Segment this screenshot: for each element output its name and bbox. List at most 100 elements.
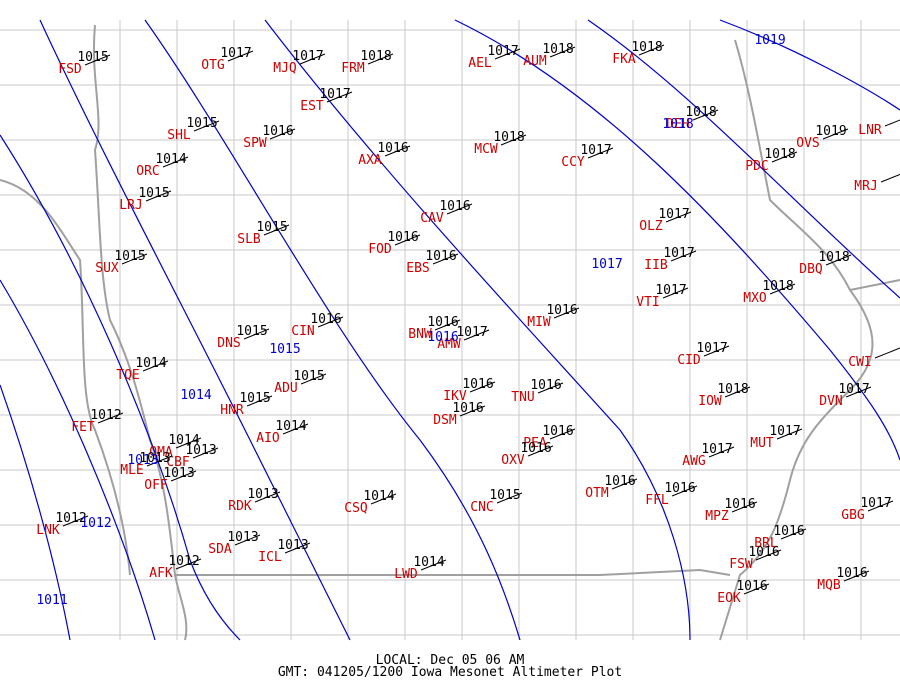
wind-barb [703,345,730,357]
wind-barb [459,405,486,417]
wind-barb [638,44,665,56]
station-id: SHL [167,128,191,143]
station-id: CBF [166,455,190,470]
wind-barb [500,134,527,146]
station-id: SLB [237,232,261,247]
station-id: AIO [256,431,280,446]
altimeter-value: 1019 [815,124,846,139]
altimeter-value: 1012 [55,511,86,526]
altimeter-value: 1018 [685,105,716,120]
wind-barb [300,373,327,385]
isobar-label: 1015 [269,342,300,357]
wind-barb [170,470,197,482]
station-id: CNC [470,500,493,515]
altimeter-value: 1015 [293,369,324,384]
state-border [92,24,731,576]
altimeter-value: 1014 [135,356,166,371]
station-id: AMW [437,337,461,352]
wind-barb [671,485,698,497]
altimeter-value: 1016 [546,303,577,318]
station-id: MRJ [854,179,877,194]
altimeter-value: 1015 [114,249,145,264]
altimeter-value: 1016 [736,579,767,594]
station-id: OTG [201,58,225,73]
station-id: ICL [258,550,282,565]
altimeter-value: 1016 [462,377,493,392]
wind-barb [446,203,473,215]
station-id: TQE [116,368,139,383]
wind-barb [884,119,900,127]
wind-barb [496,492,523,504]
county-lines [0,20,900,640]
wind-barb [394,234,421,246]
isobar [0,279,156,641]
wind-barb [142,360,169,372]
wind-barb [97,412,124,424]
altimeter-value: 1016 [542,424,573,439]
footer-gmt: GMT: 041205/1200 Iowa Mesonet Altimeter … [278,665,622,680]
station-id: TNU [511,390,534,405]
station-id: SUX [95,261,119,276]
altimeter-value: 1016 [530,378,561,393]
station-id: AFK [149,566,173,581]
wind-barb [317,316,344,328]
river-border [719,39,874,641]
wind-barb [367,53,394,65]
station-id: EOK [717,591,741,606]
wind-barb [867,500,894,512]
altimeter-value: 1013 [227,530,258,545]
wind-barb [537,382,564,394]
station-id: IIB [644,258,668,273]
altimeter-value: 1016 [377,141,408,156]
wind-barb [263,224,290,236]
wind-barb [587,147,614,159]
wind-barb [145,190,172,202]
wind-barb [527,445,554,457]
altimeter-value: 1016 [452,401,483,416]
station-id: LRJ [119,198,142,213]
station-id: VTI [636,295,659,310]
station-id: FSW [729,557,753,572]
isobar [264,19,691,641]
wind-barb [665,211,692,223]
altimeter-value: 1016 [748,545,779,560]
altimeter-value: 1016 [664,481,695,496]
wind-barb [549,46,576,58]
altimeter-value: 1016 [724,497,755,512]
wind-barb [370,493,397,505]
station-id: HNR [220,403,244,418]
station-id: OVS [796,136,819,151]
station-id: BRL [754,536,778,551]
state-border [174,574,188,641]
altimeter-value: 1017 [319,87,350,102]
station-id: FET [71,420,95,435]
wind-barb [611,478,638,490]
state-border [0,179,131,576]
isobar [719,19,900,111]
isobar-label: 1013 [127,453,158,468]
wind-barb [62,515,89,527]
wind-barb [146,455,173,467]
altimeter-value: 1018 [542,42,573,57]
wind-barb [420,559,447,571]
wind-barb [845,386,872,398]
station-id: OXV [501,453,525,468]
station-id: SPW [243,136,267,151]
altimeter-value: 1016 [425,249,456,264]
altimeter-value: 1017 [456,325,487,340]
altimeter-value: 1015 [186,116,217,131]
station-id: OMA [149,445,173,460]
station-id: CID [677,353,701,368]
isobar [587,19,900,299]
altimeter-value: 1018 [493,130,524,145]
station-id: LNR [858,123,882,138]
station-id: LNK [36,523,60,538]
station-id: CAV [420,211,444,226]
altimeter-value: 1017 [580,143,611,158]
altimeter-value: 1017 [696,341,727,356]
altimeter-value: 1017 [769,424,800,439]
wind-barb [254,491,281,503]
